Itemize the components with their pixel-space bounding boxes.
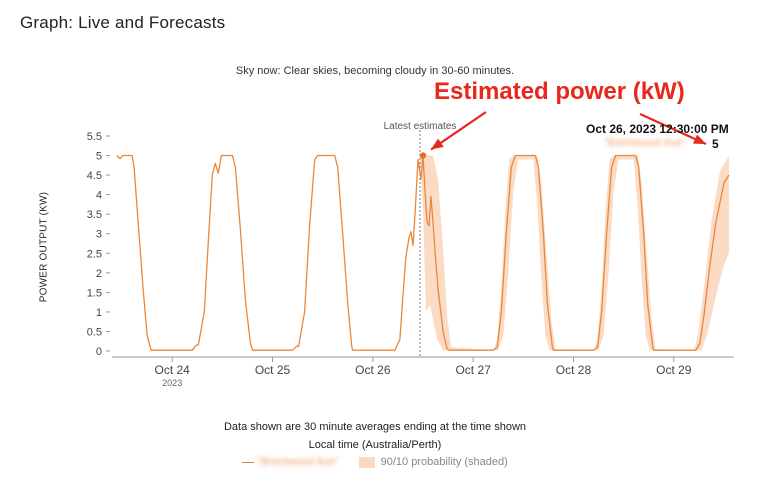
y-tick-label: 2 [96,268,102,280]
tooltip-value: 5 [712,137,719,151]
legend-series-name[interactable]: "Brentwood Ave" [257,456,339,468]
sky-now-text: Sky now: Clear skies, becoming cloudy in… [235,65,515,77]
legend-band-label[interactable]: 90/10 probability (shaded) [380,456,508,468]
x-tick-label: Oct 27 [455,363,491,377]
probability-band-layer [420,151,729,351]
arrow-to-tooltip-head [693,134,706,144]
x-axis-title: Local time (Australia/Perth) [308,439,442,451]
arrow-to-tooltip [639,112,707,146]
y-tick-label: 2.5 [87,248,102,260]
x-tick-label: Oct 25 [255,363,291,377]
power-series-line [116,154,730,351]
x-tick-sublabel: 2023 [162,378,182,388]
page-title: Graph: Live and Forecasts [20,13,226,32]
y-tick-label: 3.5 [87,209,102,221]
averages-footnote: Data shown are 30 minute averages ending… [223,421,527,433]
y-axis-title: POWER OUTPUT (KW) [38,191,50,303]
legend-band-swatch [358,456,375,468]
y-tick-label: 0.5 [87,326,102,338]
legend: "Brentwood Ave" 90/10 probability (shade… [242,456,508,468]
x-tick-label: Oct 24 [155,363,191,377]
tooltip-date: Oct 26, 2023 12:30:00 PM [586,122,729,136]
latest-estimates-layer: Latest estimates [384,121,457,357]
x-tick-label: Oct 29 [656,363,692,377]
latest-estimates-label: Latest estimates [384,121,457,132]
x-tick-label: Oct 28 [556,363,592,377]
y-tick-label: 5 [96,151,102,163]
y-tick-label: 3 [96,229,102,241]
y-tick-label: 4.5 [87,170,102,182]
annotation-arrows [430,111,707,151]
y-tick-label: 0 [96,346,102,358]
x-tick-label: Oct 26 [355,363,391,377]
arrow-to-point-head [431,138,444,150]
legend-line-swatch [242,461,254,463]
annotation-label: Estimated power (kW) [434,78,685,105]
y-tick-label: 5.5 [87,131,102,143]
tooltip-series-name: "Brentwood Ave" [604,137,686,149]
y-tick-label: 1 [96,307,102,319]
highlight-point [419,152,427,159]
y-tick-label: 1.5 [87,287,102,299]
y-tick-label: 4 [96,190,102,202]
series-line-layer [116,152,730,351]
probability-band [420,151,729,351]
